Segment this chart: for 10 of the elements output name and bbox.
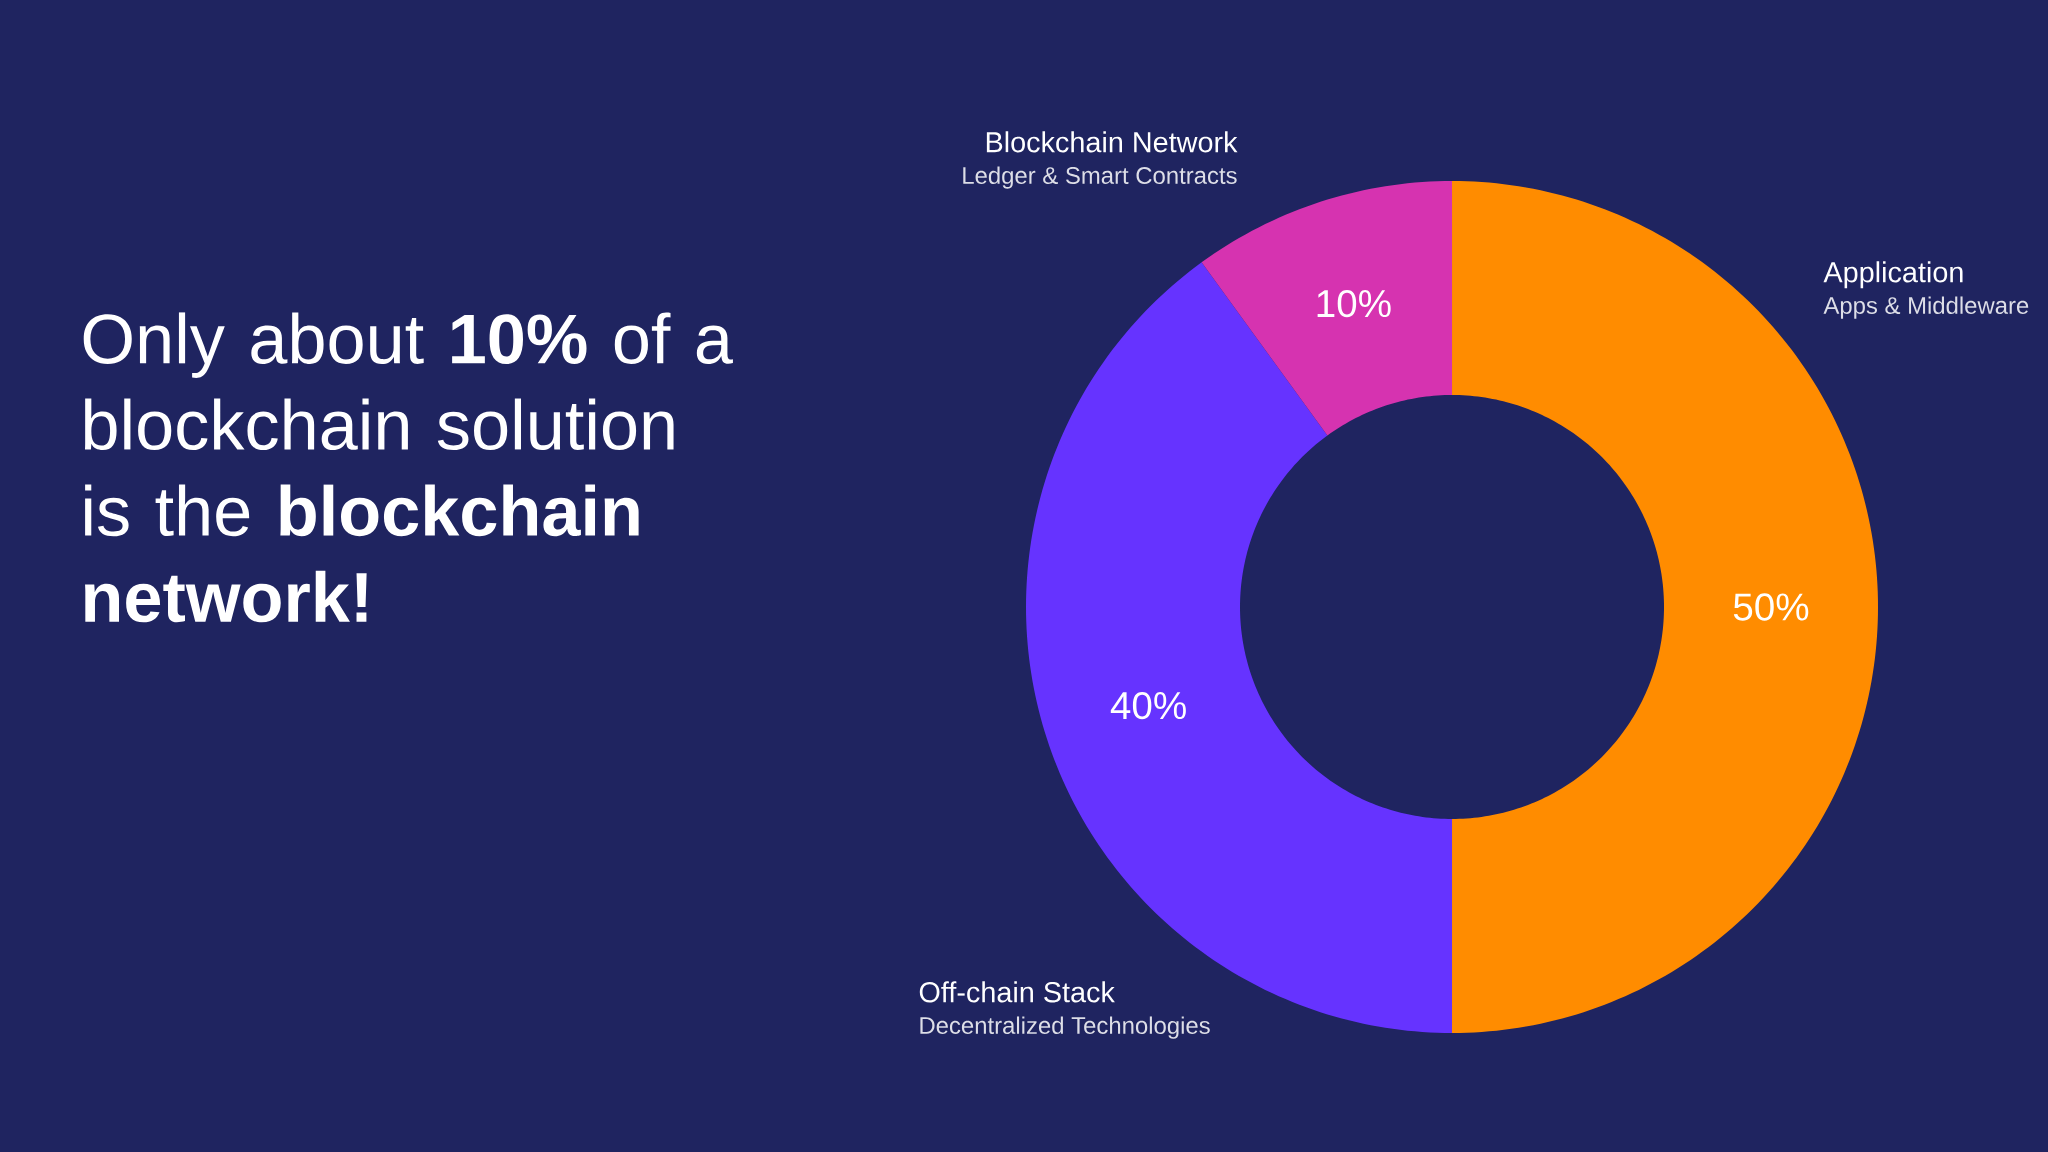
data-label: 10% — [1317, 289, 1391, 318]
text: Only about 10% of a blockchain solution is the blockchain network! — [83, 312, 733, 623]
data-label: 50% — [1733, 593, 1809, 621]
slice-label: Application — [1823, 261, 1963, 289]
text: Apps & Middleware — [1823, 296, 2029, 319]
text: Decentralized Technologies — [920, 1016, 1210, 1039]
data-label: 40% — [1110, 691, 1186, 720]
slice-label: Off-chain Stack — [919, 981, 1115, 1003]
text: Ledger & Smart Contracts — [963, 166, 1237, 189]
slice-label: Blockchain Network — [986, 131, 1238, 153]
